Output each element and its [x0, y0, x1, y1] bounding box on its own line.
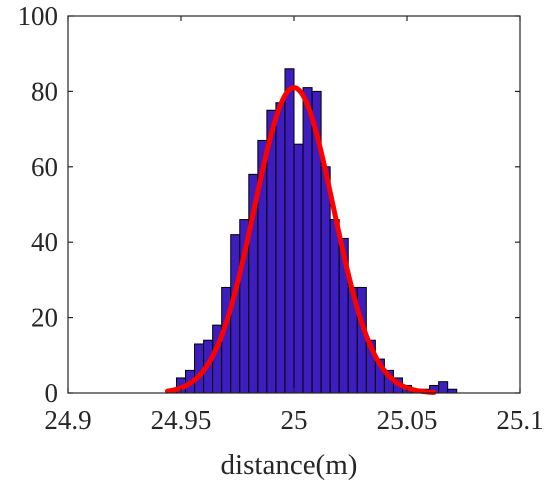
- histogram-bar-12: [275, 102, 286, 394]
- x-tick-label: 24.9: [44, 405, 91, 435]
- histogram-bar-15: [302, 87, 313, 394]
- histogram-bar-18: [329, 219, 340, 394]
- gaussian-fit-curve: [164, 85, 437, 395]
- x-tick-label: 25.05: [377, 405, 438, 435]
- y-tick-label: 20: [31, 303, 58, 333]
- axis-ticks: 24.9 24.95 25 25.05 25.1 0 20 40 60 80 100: [18, 1, 544, 435]
- y-tick-label: 0: [45, 378, 59, 408]
- histogram-bar-21: [356, 286, 367, 394]
- histogram-bar-14: [293, 143, 304, 394]
- histogram-bar-30: [438, 381, 449, 394]
- histogram-bar-13: [284, 68, 295, 394]
- x-tick-label: 25: [281, 405, 308, 435]
- x-tick-label: 24.95: [151, 405, 212, 435]
- y-tick-label: 40: [31, 227, 58, 257]
- histogram-bar-7: [230, 234, 241, 394]
- histogram-bar-17: [320, 166, 331, 394]
- x-tick-label: 25.1: [496, 405, 543, 435]
- y-tick-label: 60: [31, 152, 58, 182]
- x-axis-label: distance(m): [221, 449, 358, 481]
- y-tick-label: 80: [31, 76, 58, 106]
- histogram-bar-6: [221, 286, 232, 394]
- y-tick-label: 100: [18, 1, 59, 31]
- histogram-bars: [166, 68, 458, 394]
